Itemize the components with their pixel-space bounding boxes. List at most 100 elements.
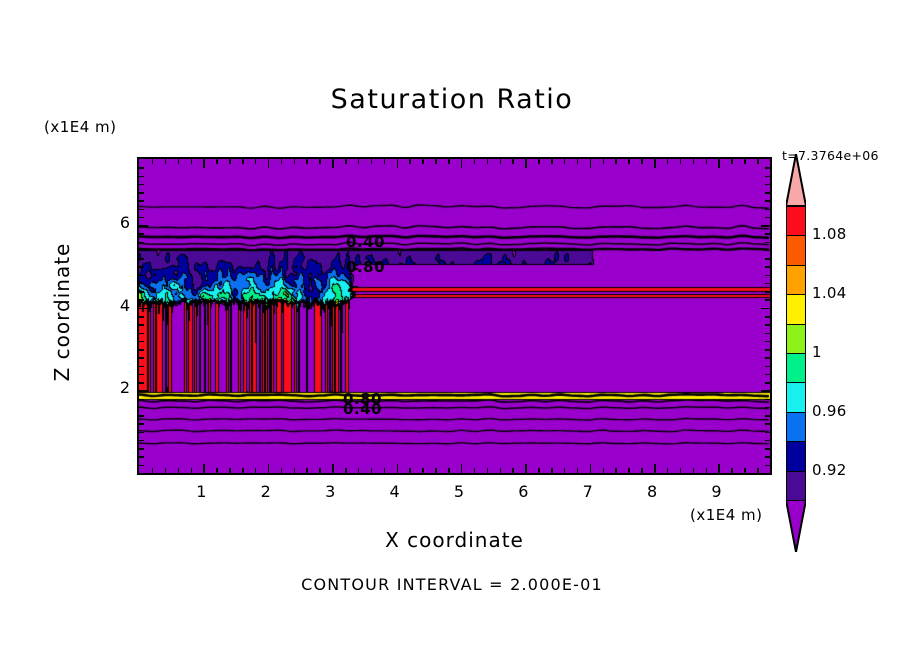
axis-tick	[139, 415, 144, 417]
axis-tick	[765, 415, 770, 417]
axis-tick	[448, 159, 450, 164]
axis-tick	[765, 349, 770, 351]
axis-tick	[765, 373, 770, 376]
axis-tick	[139, 439, 144, 442]
axis-tick	[139, 266, 144, 268]
axis-tick	[267, 159, 270, 168]
axis-tick	[615, 468, 617, 473]
axis-tick	[666, 159, 669, 164]
axis-tick	[332, 464, 334, 473]
colorbar-band	[786, 206, 806, 237]
x-tick-label: 1	[196, 482, 207, 501]
axis-tick	[139, 241, 144, 244]
page-title: Saturation Ratio	[330, 84, 574, 115]
axis-tick	[139, 299, 144, 301]
timestamp-label: t=7.3764e+06	[782, 148, 879, 163]
axis-tick	[139, 324, 144, 326]
axis-tick	[761, 390, 770, 392]
contour-value-label: 0.80	[346, 258, 386, 276]
axis-tick	[765, 167, 770, 169]
axis-tick	[139, 274, 144, 277]
axis-tick	[139, 291, 144, 293]
axis-tick	[765, 208, 770, 211]
colorbar[interactable]: 1.08 1.04 1 0.96 0.92	[784, 153, 846, 553]
axis-tick	[512, 468, 514, 473]
axis-tick	[538, 159, 540, 164]
axis-tick	[319, 159, 321, 164]
axis-tick	[765, 274, 770, 277]
axis-tick	[499, 159, 502, 164]
axis-tick	[460, 159, 463, 168]
axis-tick	[654, 159, 656, 168]
axis-tick	[705, 468, 708, 473]
axis-tick	[765, 406, 770, 409]
axis-tick	[139, 373, 144, 376]
axis-tick	[563, 159, 566, 164]
axis-tick	[486, 468, 489, 473]
axis-tick	[177, 468, 180, 473]
axis-tick	[396, 159, 399, 168]
y-tick-label: 4	[119, 295, 130, 315]
axis-tick	[435, 468, 437, 473]
axis-tick	[525, 159, 527, 168]
colorbar-tick-label: 0.92	[812, 460, 847, 479]
colorbar-tick-label: 0.96	[812, 401, 847, 420]
axis-tick	[765, 456, 770, 458]
y-tick-label: 6	[119, 213, 130, 233]
axis-tick	[628, 159, 630, 164]
axis-tick	[306, 159, 308, 164]
axis-tick	[293, 468, 296, 473]
axis-tick	[757, 468, 759, 473]
axis-tick	[765, 216, 770, 219]
axis-tick	[705, 159, 708, 164]
axis-tick	[765, 382, 770, 384]
axis-tick	[765, 241, 770, 244]
axis-tick	[139, 365, 144, 368]
axis-tick	[139, 200, 144, 202]
axis-tick	[139, 307, 148, 310]
x-tick-label: 5	[453, 482, 465, 501]
axis-tick	[139, 216, 144, 219]
axis-tick	[139, 349, 144, 351]
axis-tick	[345, 159, 347, 164]
axis-tick	[765, 282, 770, 285]
axis-tick	[422, 468, 424, 473]
x-tick-label: 7	[582, 482, 593, 501]
axis-tick	[139, 398, 144, 401]
axis-tick	[765, 431, 770, 434]
axis-tick	[216, 468, 218, 473]
axis-tick	[229, 468, 231, 473]
axis-tick	[242, 468, 244, 473]
axis-tick	[602, 468, 605, 473]
axis-tick	[319, 468, 321, 473]
axis-tick	[254, 468, 257, 473]
axis-tick	[576, 468, 579, 473]
contour-field-canvas	[139, 159, 770, 473]
axis-tick	[765, 233, 770, 235]
axis-tick	[473, 468, 476, 473]
axis-tick	[761, 225, 770, 227]
axis-tick	[692, 468, 695, 473]
axis-tick	[765, 316, 770, 318]
axis-tick	[765, 192, 770, 194]
axis-tick	[589, 159, 592, 168]
axis-tick	[254, 159, 257, 164]
axis-tick	[280, 159, 283, 164]
axis-tick	[139, 332, 144, 335]
contour-plot-area[interactable]: 0.40 0.80 0.80 0.40	[137, 157, 772, 475]
axis-tick	[139, 183, 144, 186]
colorbar-band	[786, 353, 806, 384]
axis-tick	[190, 159, 192, 164]
axis-tick	[499, 468, 502, 473]
axis-tick	[396, 464, 399, 473]
y-axis-unit-label: (x1E4 m)	[44, 118, 117, 136]
axis-tick	[139, 382, 144, 384]
axis-tick	[765, 183, 770, 186]
axis-tick	[139, 192, 144, 194]
contour-value-label: 0.40	[343, 400, 383, 418]
axis-tick	[679, 468, 682, 473]
axis-tick	[139, 167, 144, 169]
axis-tick	[666, 468, 669, 473]
axis-tick	[267, 464, 270, 473]
x-tick-label: 8	[647, 482, 658, 501]
